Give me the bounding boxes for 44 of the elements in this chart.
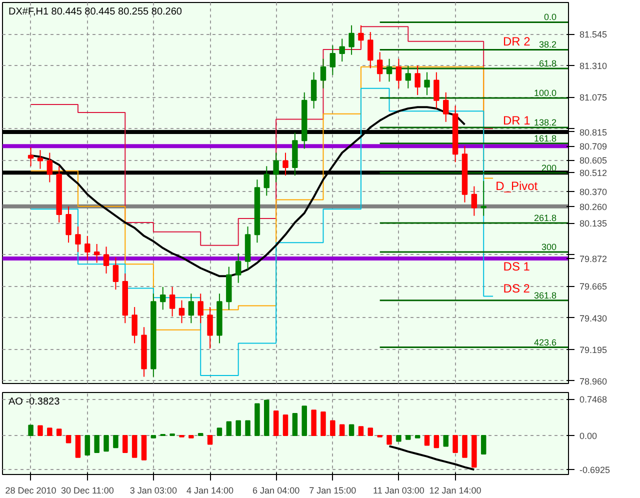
y-tick-label: 80.370 (580, 187, 608, 198)
y-tick-label: 0.00 (580, 430, 598, 441)
chart-title: AO -0.3823 (8, 396, 60, 408)
y-tick-label: 79.665 (580, 282, 608, 292)
chart-title: DX#F,H1 80.445 80.445 80.255 80.260 (8, 6, 182, 18)
y-tick-label: -0.6925 (580, 464, 610, 475)
annotation: D_Pivot (496, 179, 538, 194)
annotation: DR 2 (502, 34, 531, 49)
series-label: 300 (541, 242, 557, 252)
x-tick-label: 3 Jan 03:00 (130, 486, 177, 496)
series-label: 38.2 (538, 40, 557, 50)
series-label: 61.8 (538, 58, 557, 69)
x-tick-label: 11 Jan 03:00 (373, 486, 424, 496)
y-tick-label: 81.310 (580, 61, 608, 72)
ref-line-label: 79.872 (580, 254, 608, 264)
series-label: 361.8 (534, 290, 557, 300)
ref-line-label: 80.512 (580, 168, 608, 178)
y-tick-label: 78.960 (580, 376, 608, 386)
x-tick-label: 28 Dec 2010 (5, 486, 56, 496)
y-tick-label: 79.195 (580, 344, 608, 355)
series-label: 161.8 (534, 133, 557, 144)
x-tick-label: 6 Jan 04:00 (252, 486, 300, 496)
series-label: 423.6 (534, 337, 557, 348)
y-tick-label: 79.430 (580, 313, 608, 324)
ref-line-label: 80.260 (580, 202, 608, 212)
y-tick-label: 80.135 (580, 218, 608, 229)
y-tick-label: 81.075 (580, 92, 608, 103)
annotation: DS 1 (503, 259, 530, 274)
series-label: 100.0 (534, 88, 557, 98)
x-tick-label: 30 Dec 11:00 (60, 486, 114, 496)
ref-line-label: 80.815 (580, 127, 608, 138)
y-tick-label: 80.605 (580, 156, 608, 166)
x-tick-label: 12 Jan 14:00 (429, 486, 482, 496)
y-tick-label: 81.545 (580, 30, 608, 40)
y-tick-label: 0.7468 (580, 394, 608, 404)
series-label: 138.2 (534, 118, 557, 128)
annotation: DR 1 (502, 114, 531, 128)
x-tick-label: 7 Jan 15:00 (309, 486, 356, 496)
annotation: DS 2 (503, 281, 530, 296)
series-label: 261.8 (534, 213, 557, 224)
x-tick-label: 4 Jan 14:00 (186, 486, 234, 496)
series-label: 200 (541, 162, 557, 173)
series-label: 0.0 (544, 12, 557, 22)
ref-line-label: 80.709 (580, 142, 608, 152)
